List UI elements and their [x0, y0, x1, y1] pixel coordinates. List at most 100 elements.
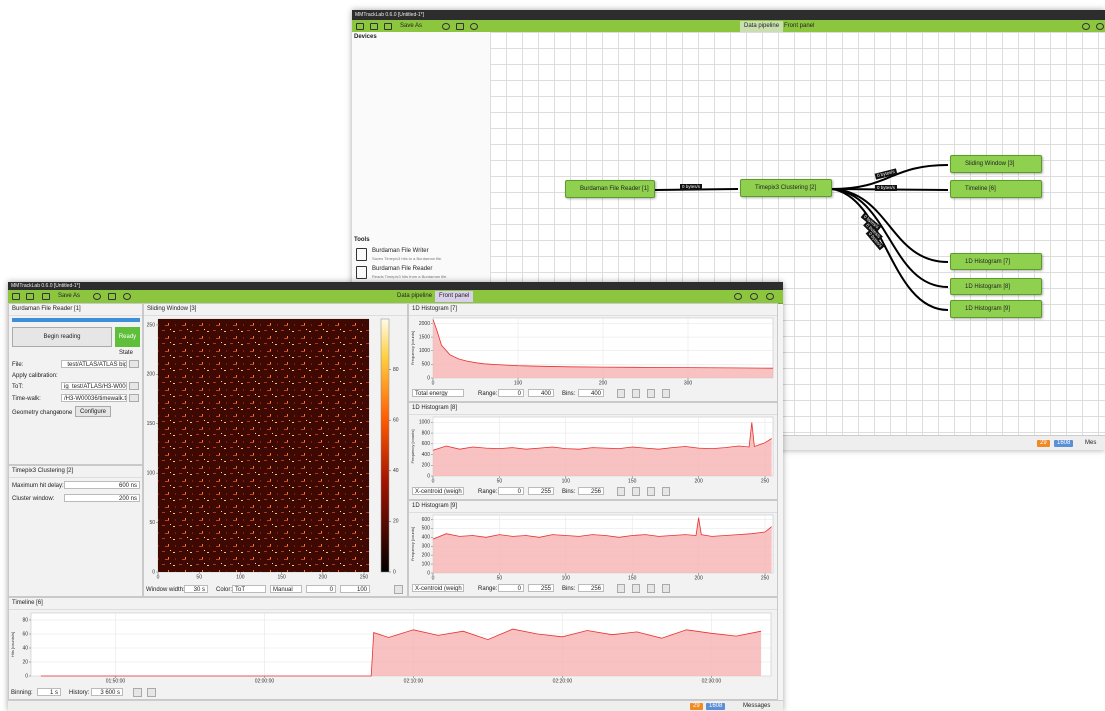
number-input[interactable]: 0 — [498, 389, 524, 397]
browse[interactable] — [129, 382, 139, 390]
badge[interactable]: 1608 — [1054, 440, 1073, 447]
tool-icon[interactable] — [647, 487, 655, 496]
tool-icon[interactable] — [617, 487, 625, 496]
control-label: History: — [69, 690, 89, 696]
node[interactable]: Burdaman File Reader [1] — [565, 180, 655, 198]
tool-icon[interactable] — [662, 487, 670, 496]
icon[interactable] — [766, 293, 774, 300]
number-input[interactable]: 255 — [528, 584, 554, 592]
file-input[interactable]: /H3-W00036/timewalk.txt — [61, 394, 127, 402]
icon[interactable] — [12, 293, 20, 300]
dropdown[interactable]: ToT — [232, 585, 266, 593]
y-tick-label: 200 — [147, 372, 156, 378]
number-input[interactable]: 100 — [340, 585, 370, 593]
icon[interactable] — [470, 23, 478, 30]
y-axis-label: Frequency [counts] — [410, 527, 415, 561]
icon[interactable] — [108, 293, 116, 300]
icon[interactable] — [370, 23, 378, 30]
dropdown[interactable]: X-centroid (weigh — [412, 487, 464, 495]
tool-name[interactable]: Burdaman File Reader — [372, 266, 432, 272]
icon[interactable] — [750, 293, 758, 300]
tool-icon[interactable] — [617, 389, 625, 398]
x-tick-label: 02:20:00 — [553, 678, 573, 684]
icon[interactable] — [356, 23, 364, 30]
y-tick-label: 100 — [422, 561, 431, 567]
tool-icon[interactable] — [647, 584, 655, 593]
number-input[interactable]: 30 s — [184, 585, 208, 593]
save-as[interactable]: Save As — [400, 23, 422, 29]
progress-bar — [12, 318, 140, 322]
node[interactable]: Sliding Window [3] — [950, 155, 1042, 173]
tool-icon[interactable] — [662, 389, 670, 398]
node[interactable]: 1D Histogram [8] — [950, 278, 1042, 295]
tab[interactable]: Data pipeline — [393, 291, 436, 302]
clear-icon[interactable] — [133, 688, 142, 697]
number-input[interactable]: 1 s — [37, 688, 61, 696]
x-tick-label: 150 — [628, 575, 637, 581]
messages[interactable]: Messages — [743, 703, 770, 709]
number-input[interactable]: 400 — [528, 389, 554, 397]
browse[interactable] — [129, 360, 139, 368]
dropdown[interactable]: Manual — [270, 585, 302, 593]
tab[interactable]: Data pipeline — [740, 21, 783, 32]
badge[interactable]: 1608 — [706, 703, 725, 710]
tab[interactable]: Front panel — [435, 291, 473, 302]
number-input[interactable]: 200 ns — [64, 494, 140, 502]
icon[interactable] — [1082, 23, 1090, 30]
tool-icon[interactable] — [662, 584, 670, 593]
icon[interactable] — [1096, 23, 1104, 30]
number-input[interactable]: 0 — [306, 585, 336, 593]
y-tick-label: 250 — [147, 322, 156, 328]
number-input[interactable]: 3 600 s — [91, 688, 123, 696]
number-input[interactable]: 600 ns — [64, 481, 140, 489]
y-tick-label: 2000 — [419, 321, 430, 327]
colorbar-label: 80 — [393, 367, 399, 373]
configure-button[interactable]: Configure — [75, 406, 111, 417]
save-icon[interactable] — [394, 585, 403, 594]
tool-icon[interactable] — [632, 584, 640, 593]
timeline-panel: Timeline [6] 02040608001:50:0002:00:0002… — [8, 597, 778, 700]
colorbar-label: 0 — [393, 569, 396, 575]
node[interactable]: Timeline [6] — [950, 180, 1042, 198]
icon[interactable] — [93, 293, 101, 300]
control-label: Bins: — [562, 391, 575, 397]
tool-icon[interactable] — [632, 487, 640, 496]
tool-icon[interactable] — [617, 584, 625, 593]
badge[interactable]: 29 — [1037, 440, 1050, 447]
begin-button[interactable]: Begin reading — [12, 327, 112, 347]
save-as[interactable]: Save As — [58, 293, 80, 299]
x-tick-label: 0 — [157, 574, 160, 580]
number-input[interactable]: 255 — [528, 487, 554, 495]
file-input[interactable]: ig_test/ATLAS/H3-W00036 — [61, 382, 127, 390]
tool-icon — [356, 248, 367, 261]
dropdown[interactable]: X-centroid (weigh — [412, 584, 464, 592]
number-input[interactable]: 400 — [578, 389, 604, 397]
icon[interactable] — [123, 293, 131, 300]
icon[interactable] — [734, 293, 742, 300]
node[interactable]: 1D Histogram [9] — [950, 300, 1042, 318]
y-tick-label: 600 — [422, 441, 431, 447]
save-icon[interactable] — [147, 688, 156, 697]
browse[interactable] — [129, 394, 139, 402]
node[interactable]: 1D Histogram [7] — [950, 253, 1042, 270]
badge[interactable]: 29 — [690, 703, 703, 710]
icon[interactable] — [42, 293, 50, 300]
y-tick-label: 400 — [422, 452, 431, 458]
tab[interactable]: Front panel — [780, 21, 818, 32]
tool-icon[interactable] — [632, 389, 640, 398]
icon[interactable] — [442, 23, 450, 30]
x-tick-label: 0 — [432, 478, 435, 484]
dropdown[interactable]: Total energy — [412, 389, 464, 397]
tool-icon[interactable] — [647, 389, 655, 398]
icon[interactable] — [26, 293, 34, 300]
node[interactable]: Timepix3 Clustering [2] — [740, 179, 832, 197]
tool-name[interactable]: Burdaman File Writer — [372, 248, 429, 254]
file-input[interactable]: _test/ATLAS/ATLAS big.txt — [61, 360, 127, 368]
messages[interactable]: Mes — [1085, 440, 1096, 446]
number-input[interactable]: 0 — [498, 487, 524, 495]
number-input[interactable]: 0 — [498, 584, 524, 592]
icon[interactable] — [456, 23, 464, 30]
icon[interactable] — [384, 23, 392, 30]
number-input[interactable]: 256 — [578, 584, 604, 592]
number-input[interactable]: 256 — [578, 487, 604, 495]
